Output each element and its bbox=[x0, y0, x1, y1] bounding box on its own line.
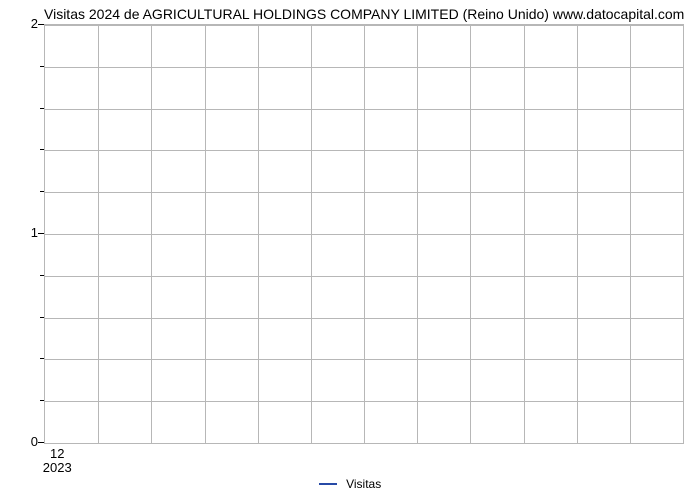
gridline-vertical bbox=[258, 25, 259, 443]
x-tick-month: 12 bbox=[50, 446, 64, 461]
gridline-vertical bbox=[577, 25, 578, 443]
y-tick-mark bbox=[40, 66, 44, 67]
gridline-vertical bbox=[311, 25, 312, 443]
gridline-vertical bbox=[364, 25, 365, 443]
legend-swatch bbox=[319, 483, 337, 485]
y-tick-mark bbox=[40, 149, 44, 150]
gridline-vertical bbox=[417, 25, 418, 443]
y-tick-mark bbox=[40, 400, 44, 401]
y-tick-label: 0 bbox=[8, 434, 38, 449]
gridline-vertical bbox=[524, 25, 525, 443]
plot-area bbox=[44, 24, 684, 444]
gridline-vertical bbox=[205, 25, 206, 443]
gridline-vertical bbox=[470, 25, 471, 443]
gridline-horizontal bbox=[45, 443, 683, 444]
y-tick-mark bbox=[38, 233, 44, 234]
y-tick-label: 1 bbox=[8, 225, 38, 240]
y-tick-mark bbox=[40, 358, 44, 359]
gridline-vertical bbox=[151, 25, 152, 443]
y-tick-mark bbox=[40, 108, 44, 109]
y-tick-mark bbox=[40, 191, 44, 192]
gridline-vertical bbox=[630, 25, 631, 443]
y-tick-mark bbox=[38, 24, 44, 25]
legend: Visitas bbox=[0, 476, 700, 491]
x-tick-year: 2023 bbox=[43, 460, 72, 475]
y-tick-label: 2 bbox=[8, 16, 38, 31]
y-tick-mark bbox=[40, 275, 44, 276]
chart-container: Visitas 2024 de AGRICULTURAL HOLDINGS CO… bbox=[0, 0, 700, 500]
y-tick-mark bbox=[38, 442, 44, 443]
y-tick-mark bbox=[40, 317, 44, 318]
gridline-vertical bbox=[98, 25, 99, 443]
legend-series-label: Visitas bbox=[346, 477, 381, 491]
chart-title: Visitas 2024 de AGRICULTURAL HOLDINGS CO… bbox=[44, 6, 684, 22]
